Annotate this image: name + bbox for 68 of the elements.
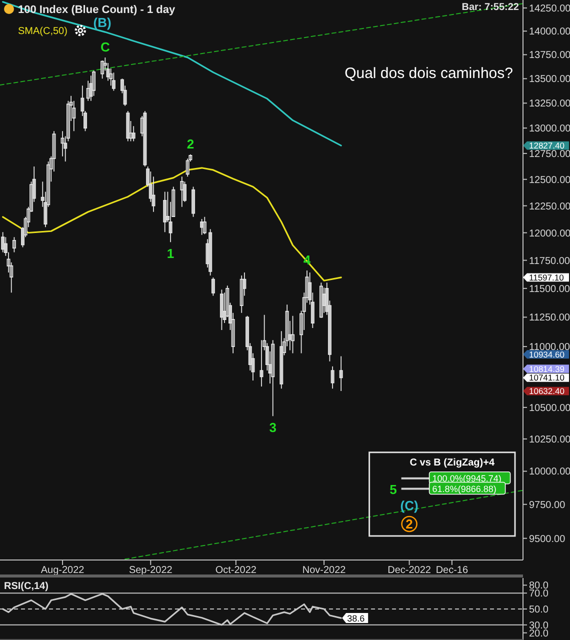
y-tick-label: 12500.00: [529, 174, 570, 186]
candlestick: [208, 228, 212, 276]
candlestick: [112, 72, 116, 92]
y-tick-label: 50.0: [529, 604, 549, 616]
annotation: 1: [166, 246, 174, 262]
y-tick-label: 11597.10: [529, 272, 564, 282]
candlestick: [291, 315, 295, 354]
annotation: 5: [390, 482, 397, 497]
annotation: 2: [186, 136, 194, 152]
candlestick: [211, 277, 215, 296]
y-tick-label: 13750.00: [529, 50, 570, 62]
x-tick-label: Oct-2022: [215, 565, 257, 576]
y-tick-label: 14250.00: [529, 3, 570, 14]
y-tick-label: 10632.40: [529, 386, 565, 396]
y-tick-label: 13000.00: [529, 124, 570, 135]
annotation: 38.6: [347, 614, 365, 624]
y-tick-label: 10934.60: [529, 349, 565, 360]
annotation: C: [100, 39, 110, 54]
annotation: (C): [400, 498, 418, 514]
candlestick: [180, 176, 184, 208]
annotation: (B): [93, 14, 112, 30]
text: SMA(C,50): [18, 26, 68, 37]
y-tick-label: 9500.00: [529, 534, 566, 545]
x-tick-label: Dec-16: [436, 565, 468, 576]
x-tick-label: Aug-2022: [40, 565, 85, 576]
ref-line-label: 100.0%(9945.74): [432, 474, 502, 484]
annotation: 2: [406, 516, 413, 532]
candlestick: [72, 100, 76, 132]
x-tick-label: Dec-2022: [388, 565, 432, 576]
y-tick-label: 12827.40: [529, 140, 565, 151]
candlestick: [1, 232, 5, 253]
line-series: [2, 167, 342, 282]
candlestick: [100, 60, 104, 80]
y-tick-label: 10741.10: [529, 372, 565, 383]
y-tick-label: 70.0: [529, 588, 549, 600]
candlestick: [339, 356, 343, 392]
candlestick: [271, 340, 275, 417]
x-tick-label: Sep-2022: [128, 565, 173, 576]
ref-line-label: 61.8%(9866.88): [432, 484, 496, 494]
candlestick: [143, 110, 147, 167]
y-tick-label: 10250.00: [529, 434, 570, 446]
y-tick-label: 10000.00: [529, 466, 570, 478]
y-tick-label: 12750.00: [529, 148, 570, 160]
y-tick-label: 9750.00: [529, 500, 566, 511]
y-tick-label: 12250.00: [529, 201, 570, 212]
y-tick-label: 10814.39: [529, 364, 565, 374]
y-tick-label: 11250.00: [529, 312, 570, 324]
y-tick-label: 20.0: [529, 628, 549, 640]
candlestick: [280, 330, 284, 390]
annotation: 3: [269, 420, 276, 436]
annotation: C vs B (ZigZag)+4: [410, 457, 495, 468]
y-tick-label: 13250.00: [529, 98, 570, 110]
y-tick-label: 11750.00: [529, 256, 570, 267]
candlestick: [12, 236, 16, 253]
candlestick: [186, 158, 190, 178]
y-tick-label: 12000.00: [529, 228, 570, 240]
candlestick: [330, 366, 334, 390]
candlestick: [200, 218, 204, 236]
y-tick-label: 10500.00: [529, 402, 570, 414]
x-tick-label: Nov-2022: [302, 565, 346, 576]
line-series: [2, 1, 342, 146]
candlestick: [202, 216, 206, 235]
y-tick-label: 11500.00: [529, 284, 570, 295]
y-tick-label: 13500.00: [529, 74, 570, 86]
chart-title: RSI(C,14): [4, 581, 48, 592]
annotation: Qual dos dois caminhos?: [344, 65, 513, 82]
y-tick-label: 14000.00: [529, 26, 570, 38]
candlestick: [163, 191, 167, 233]
